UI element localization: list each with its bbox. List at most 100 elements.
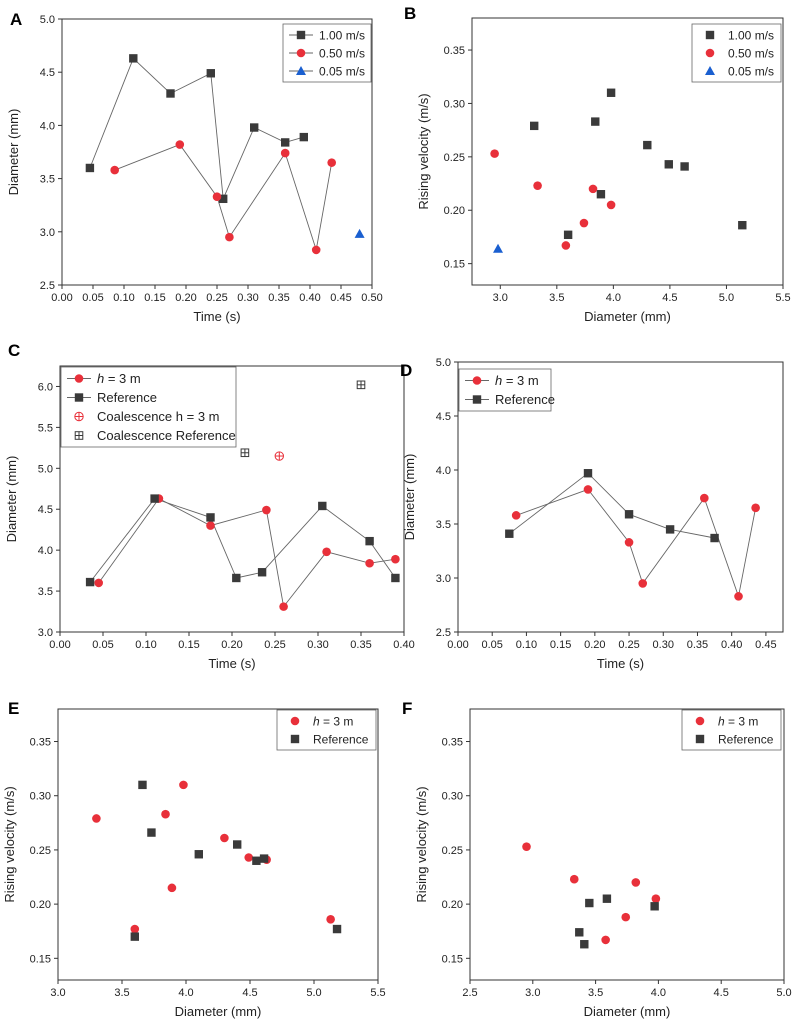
data-point	[259, 854, 269, 863]
y-tick-label: 4.5	[38, 504, 53, 516]
legend-label: h = 3 m	[97, 371, 141, 386]
legend-label: h = 3 m	[495, 373, 539, 388]
data-point	[212, 192, 222, 201]
y-tick-label: 0.15	[30, 953, 51, 965]
x-tick-label: 0.20	[221, 639, 242, 651]
x-tick-label: 0.30	[307, 639, 328, 651]
x-tick-label: 0.35	[350, 639, 371, 651]
legend-label: Reference	[97, 390, 157, 405]
y-tick-label: 2.5	[436, 627, 451, 639]
data-point	[505, 529, 514, 538]
legend: 1.00 m/s 0.50 m/s 0.05 m/s	[282, 23, 372, 83]
data-point	[220, 833, 229, 843]
data-point	[601, 935, 610, 945]
legend-marker	[695, 716, 705, 726]
y-tick-label: 4.5	[40, 67, 55, 79]
data-point	[240, 448, 250, 458]
data-point	[643, 140, 652, 150]
x-tick-label: 0.40	[721, 639, 742, 651]
legend-marker	[695, 734, 705, 744]
legend: h = 3 m Reference	[458, 368, 555, 412]
y-tick-label: 6.0	[38, 381, 53, 393]
legend-marker	[290, 716, 300, 726]
x-tick-label: 0.15	[144, 292, 165, 304]
data-point	[511, 511, 521, 520]
x-tick-label: 3.5	[114, 987, 129, 999]
y-axis-label: Rising velocity (m/s)	[414, 786, 429, 902]
legend-marker	[705, 66, 715, 75]
y-tick-label: 0.15	[444, 259, 465, 271]
data-point	[579, 218, 589, 228]
x-tick-label: 0.20	[175, 292, 196, 304]
data-point	[138, 780, 147, 790]
data-point	[274, 451, 284, 461]
series-line	[89, 57, 304, 201]
data-point	[624, 538, 634, 547]
data-point	[233, 840, 242, 849]
x-tick-label: 0.05	[92, 639, 113, 651]
legend-marker	[705, 30, 715, 40]
x-tick-label: 0.20	[584, 639, 605, 651]
y-tick-label: 0.15	[442, 953, 463, 965]
data-point	[365, 558, 374, 568]
legend-label: 0.50 m/s	[728, 47, 774, 61]
data-point	[751, 503, 760, 513]
data-point	[311, 245, 321, 255]
legend-label: 0.05 m/s	[319, 65, 365, 79]
data-point	[332, 924, 342, 934]
data-point	[583, 469, 593, 478]
legend-marker	[74, 431, 84, 440]
legend-label: 1.00 m/s	[319, 29, 365, 43]
data-point	[631, 878, 641, 887]
legend-box	[681, 709, 782, 751]
data-point	[94, 578, 103, 588]
data-point	[257, 568, 267, 577]
data-point	[194, 850, 203, 859]
x-tick-label: 3.0	[50, 987, 65, 999]
x-tick-label: 5.0	[306, 987, 321, 999]
data-point	[327, 158, 337, 167]
data-point	[580, 940, 589, 949]
data-point	[130, 924, 140, 934]
legend-label: Reference	[495, 392, 555, 407]
data-point	[665, 525, 675, 534]
data-point	[591, 117, 600, 126]
y-tick-label: 2.5	[40, 280, 55, 292]
data-point	[232, 573, 241, 583]
y-tick-label: 3.0	[38, 627, 53, 639]
legend-marker	[74, 393, 84, 402]
data-point	[561, 241, 571, 250]
legend-label: 0.50 m/s	[319, 47, 365, 61]
x-tick-label: 0.40	[393, 639, 414, 651]
series-line	[89, 498, 396, 583]
panel-c: C 0.00 0.05 0.10 0.15 0.20 0.25 0.30 0.35 0.40 3.0…	[4, 341, 415, 671]
legend: h = 3 m Reference	[681, 709, 782, 751]
legend-marker	[290, 734, 300, 744]
data-point	[219, 194, 228, 204]
data-point	[244, 853, 254, 862]
data-point	[280, 148, 290, 158]
data-point	[391, 573, 400, 583]
y-axis-label: Diameter (mm)	[6, 109, 21, 196]
plot-frame	[57, 708, 379, 981]
panel-label: D	[400, 361, 412, 380]
legend-label: h = 3 m	[718, 715, 758, 729]
data-point	[179, 780, 188, 790]
data-point	[680, 162, 689, 171]
x-tick-label: 0.25	[206, 292, 227, 304]
y-tick-label: 5.0	[436, 357, 451, 369]
data-point	[206, 69, 215, 78]
x-axis-label: Diameter (mm)	[175, 1004, 262, 1019]
panel-label: F	[402, 699, 412, 718]
data-point	[85, 163, 95, 173]
x-tick-label: 5.0	[719, 292, 734, 304]
x-tick-label: 0.30	[653, 639, 674, 651]
data-point	[700, 493, 709, 503]
data-point	[130, 932, 139, 941]
x-tick-label: 0.00	[447, 639, 468, 651]
data-point	[281, 138, 290, 147]
legend-label: Coalescence h = 3 m	[97, 409, 219, 424]
y-tick-label: 0.35	[30, 737, 51, 749]
y-tick-label: 0.20	[442, 899, 463, 911]
